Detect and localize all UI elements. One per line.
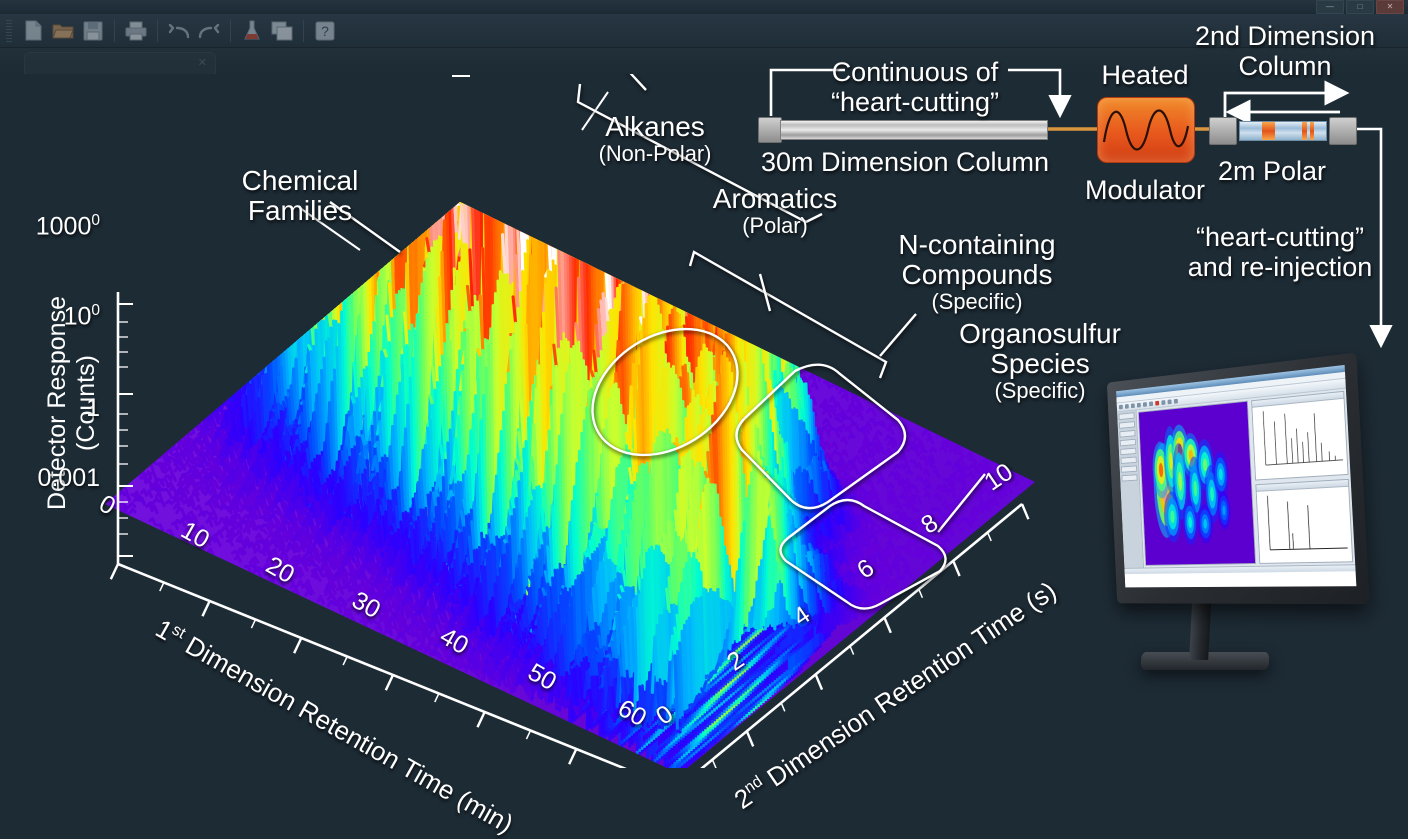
software-right-panel: [1249, 389, 1355, 566]
z-tick-10: 100: [0, 303, 100, 330]
annotation-chemical-families: Chemical Families: [205, 166, 395, 226]
aromatics-leader: [760, 274, 770, 311]
help-icon[interactable]: ?: [310, 18, 340, 44]
software-spectrum-bottom[interactable]: [1255, 478, 1353, 564]
windows-icon[interactable]: [267, 18, 297, 44]
software-contour-plot[interactable]: [1138, 401, 1256, 566]
annotation-aromatics: Aromatics (Polar): [680, 184, 870, 238]
close-button[interactable]: ✕: [1376, 0, 1404, 14]
z-tick-1000: 10000: [0, 213, 100, 240]
instrument-icon[interactable]: [237, 18, 267, 44]
toolbar-separator: [230, 20, 231, 42]
save-icon[interactable]: [78, 18, 108, 44]
monitor-screen[interactable]: [1116, 365, 1356, 587]
alkanes-leader: [622, 74, 646, 90]
open-folder-icon[interactable]: [48, 18, 78, 44]
n-containing-leader: [880, 314, 916, 356]
toolbar-separator: [303, 20, 304, 42]
tab-strip: ✕: [0, 48, 1408, 75]
new-document-icon[interactable]: [18, 18, 48, 44]
print-icon[interactable]: [121, 18, 151, 44]
toolbar-separator: [114, 20, 115, 42]
toolbar: ?: [0, 14, 1408, 48]
z-tick-1: 1: [0, 395, 100, 422]
minimize-button[interactable]: —: [1316, 0, 1344, 14]
svg-text:?: ?: [321, 23, 329, 39]
toolbar-grip[interactable]: [6, 20, 12, 42]
annotation-alkanes: Alkanes (Non-Polar): [560, 112, 750, 166]
annotation-n-containing: N-containing Compounds (Specific): [868, 230, 1086, 314]
document-tab[interactable]: ✕: [24, 52, 216, 75]
monitor: [1063, 352, 1373, 682]
redo-icon[interactable]: [194, 18, 224, 44]
close-tab-icon[interactable]: ✕: [198, 56, 207, 69]
undo-icon[interactable]: [164, 18, 194, 44]
software-body: [1117, 389, 1355, 568]
software-spectrum-top[interactable]: [1251, 391, 1348, 480]
maximize-button[interactable]: □: [1346, 0, 1374, 14]
z-axis-minor-ticks: [118, 322, 128, 534]
application-window: — □ ✕: [0, 0, 1408, 768]
toolbar-separator: [157, 20, 158, 42]
title-bar: — □ ✕: [0, 0, 1408, 14]
window-controls: — □ ✕: [1316, 0, 1404, 14]
software-status-panel[interactable]: [1124, 564, 1356, 587]
monitor-bezel: [1107, 353, 1370, 605]
z-tick-0001: 0.001: [0, 465, 100, 492]
